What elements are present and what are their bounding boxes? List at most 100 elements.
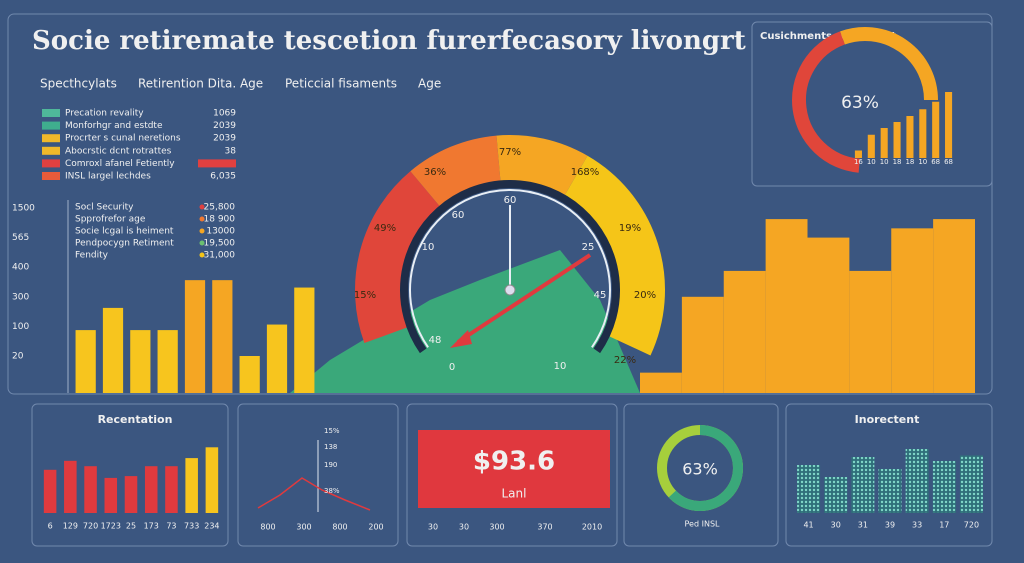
bar	[854, 150, 862, 158]
legend-dot	[199, 216, 205, 222]
x-tick-label: 18	[893, 158, 902, 166]
dial-face	[409, 189, 611, 348]
x-tick-label: 2010	[582, 523, 602, 532]
panel	[406, 403, 618, 547]
panel	[237, 403, 399, 547]
bar	[723, 270, 766, 393]
legend-swatch	[42, 109, 60, 117]
bar	[919, 109, 927, 158]
bar	[165, 466, 178, 513]
bar	[185, 458, 198, 513]
panel-title: Cusichments retirement	[760, 31, 896, 42]
legend-value: 19,500	[204, 239, 236, 249]
y-tick-label: 190	[324, 461, 337, 469]
gauge-segment	[410, 135, 502, 207]
legend-swatch	[42, 134, 60, 143]
gauge-label: 49%	[374, 223, 396, 234]
bar	[184, 280, 206, 393]
main-panel	[7, 13, 993, 395]
bar	[144, 466, 158, 513]
gauge-label: 77%	[499, 147, 521, 158]
line	[257, 477, 371, 511]
x-tick-label: 10	[880, 158, 889, 166]
legend-label: Pendpocygn Retiment	[75, 239, 174, 249]
gauge-label: 19%	[619, 223, 641, 234]
legend-dot	[199, 228, 205, 234]
gauge-segment	[563, 155, 665, 356]
x-tick-label: 370	[537, 523, 552, 532]
y-tick-label: 100	[12, 322, 29, 332]
top-right-panel	[751, 21, 993, 187]
legend-value: 2039	[213, 134, 236, 144]
needle-head	[450, 330, 472, 348]
bar	[959, 455, 983, 513]
y-tick-label: 565	[12, 233, 29, 243]
legend-label: Socie lcgal is heiment	[75, 227, 174, 237]
bar	[294, 287, 315, 393]
x-tick-label: 10	[918, 158, 927, 166]
needle	[456, 253, 592, 344]
bar	[905, 449, 929, 513]
x-tick-label: 720	[83, 522, 98, 531]
gauge-label: 20%	[634, 290, 656, 301]
gauge-segment	[496, 135, 588, 196]
bar	[932, 461, 956, 513]
subhead: Age	[418, 77, 441, 91]
dial-label: 25	[582, 242, 595, 253]
bar	[824, 477, 848, 513]
x-tick-label: 31	[858, 521, 868, 530]
bar	[681, 296, 724, 393]
legend-swatch	[42, 159, 60, 168]
legend-label: Monforhgr and estdte	[65, 121, 163, 131]
legend-value: 25,800	[204, 203, 236, 213]
bar	[932, 101, 940, 158]
gauge-segment	[355, 171, 441, 344]
bar	[906, 116, 914, 158]
y-tick-label: 300	[12, 292, 29, 302]
bar	[102, 307, 124, 393]
panel	[31, 403, 229, 547]
bar	[945, 92, 953, 158]
gauge-label: 15%	[354, 290, 376, 301]
legend-swatch	[42, 172, 60, 180]
legend-label: Abocrstic dcnt rotrattes	[65, 146, 172, 156]
bar	[266, 324, 288, 393]
x-tick-label: 30	[459, 523, 469, 532]
gauge-label: 36%	[424, 167, 446, 178]
dial-label: 10	[422, 242, 435, 253]
bar	[239, 356, 260, 393]
subhead: Specthcylats	[40, 77, 117, 91]
x-tick-label: 720	[964, 521, 979, 530]
bar	[797, 465, 821, 513]
dial-label: 60	[504, 195, 517, 206]
bar	[933, 219, 975, 393]
bar	[130, 330, 151, 393]
bar	[765, 219, 808, 393]
y-tick-label: 138	[324, 443, 337, 451]
title: Socie retiremate tescetion furerfecasory…	[32, 26, 746, 56]
kpi-box	[418, 430, 610, 508]
x-tick-label: 68	[944, 158, 953, 166]
x-tick-label: 200	[368, 523, 383, 532]
kpi-value: $93.6	[473, 447, 555, 477]
y-tick-label: 1500	[12, 204, 35, 214]
x-tick-label: 300	[489, 523, 504, 532]
x-tick-label: 129	[63, 522, 78, 531]
gauge-label: 22%	[614, 355, 636, 366]
legend-value: 31,000	[204, 251, 236, 261]
subhead: Retirention Dita. Age	[138, 77, 263, 91]
x-tick-label: 73	[166, 522, 176, 531]
bar	[212, 280, 233, 393]
legend-value: 38	[225, 146, 237, 156]
bar	[867, 134, 875, 158]
panel	[785, 403, 993, 547]
legend-bar	[198, 159, 236, 168]
gauge-arc	[840, 27, 938, 101]
legend-label: INSL largel lechdes	[65, 172, 151, 182]
x-tick-label: 10	[867, 158, 876, 166]
donut-arc	[668, 425, 743, 511]
legend-label: Precation revality	[65, 109, 144, 119]
legend-label: Fendity	[75, 251, 109, 261]
legend-swatch	[42, 121, 60, 130]
gauge-arc	[792, 31, 861, 173]
